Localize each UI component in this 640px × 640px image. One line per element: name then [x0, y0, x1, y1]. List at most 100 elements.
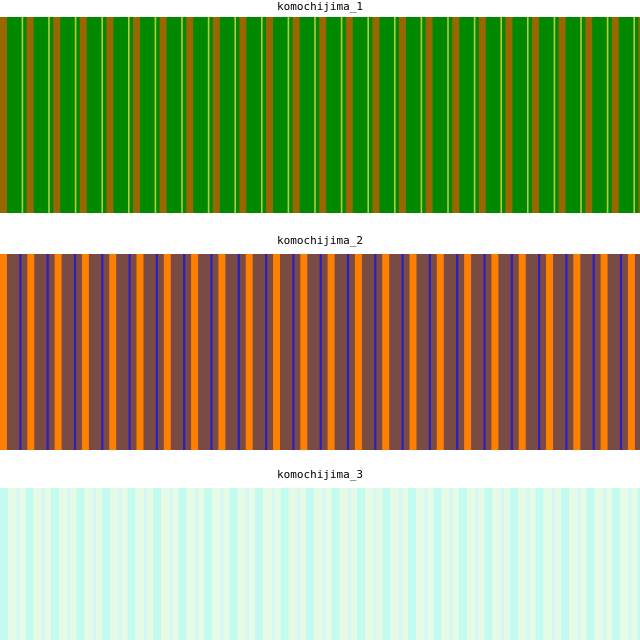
thin-stripe [46, 254, 49, 450]
thin-stripe [154, 17, 157, 213]
main-stripe [459, 488, 467, 640]
main-stripe [327, 254, 335, 450]
main-stripe [292, 17, 300, 213]
main-stripe [218, 254, 226, 450]
main-stripe [518, 254, 526, 450]
thin-stripe [237, 254, 240, 450]
thin-stripe [207, 17, 210, 213]
main-stripe [409, 254, 417, 450]
thin-stripe [633, 17, 635, 213]
main-stripe [300, 254, 308, 450]
pattern-title: komochijima_2 [276, 234, 364, 247]
thin-stripe [271, 488, 275, 640]
main-stripe [561, 488, 569, 640]
main-stripe [106, 17, 114, 213]
thin-stripe [473, 17, 476, 213]
main-stripe [484, 488, 493, 640]
thin-stripe [287, 17, 290, 213]
main-stripe [163, 254, 171, 450]
thin-stripe [428, 254, 431, 450]
main-stripe [76, 488, 85, 640]
main-stripe [535, 488, 544, 640]
thin-stripe [565, 254, 568, 450]
thin-stripe [19, 254, 22, 450]
thin-stripe [48, 17, 50, 213]
main-stripe [357, 488, 365, 640]
main-stripe [399, 17, 406, 213]
thin-stripe [16, 488, 20, 640]
thin-stripe [450, 488, 453, 640]
thin-stripe [314, 17, 316, 213]
main-stripe [491, 254, 499, 450]
thin-stripe [619, 254, 623, 450]
thin-stripe [144, 488, 147, 640]
thin-stripe [346, 254, 350, 450]
main-stripe [212, 17, 220, 213]
thin-stripe [628, 488, 632, 640]
main-stripe [186, 17, 194, 213]
thin-stripe [195, 488, 198, 640]
stripe-pattern [0, 488, 640, 640]
thin-stripe [74, 17, 77, 213]
main-stripe [573, 254, 581, 450]
thin-stripe [552, 488, 555, 640]
thin-stripe [101, 254, 104, 450]
thin-stripe [483, 254, 486, 450]
main-stripe [266, 17, 273, 213]
main-stripe [331, 488, 340, 640]
main-stripe [558, 17, 566, 213]
main-stripe [102, 488, 110, 640]
thin-stripe [577, 488, 581, 640]
stripe-pattern-graphic [0, 488, 640, 640]
thin-stripe [424, 488, 428, 640]
thin-stripe [420, 17, 423, 213]
thin-stripe [501, 488, 504, 640]
thin-stripe [118, 488, 122, 640]
stripe-pattern-graphic [0, 254, 640, 450]
main-stripe [452, 17, 460, 213]
main-stripe [345, 17, 353, 213]
main-stripe [425, 17, 433, 213]
main-stripe [178, 488, 187, 640]
thin-stripe [21, 17, 24, 213]
main-stripe [382, 254, 390, 450]
main-stripe [478, 17, 486, 213]
main-stripe [627, 254, 635, 450]
thin-stripe [374, 254, 377, 450]
main-stripe [25, 488, 34, 640]
main-stripe [510, 488, 518, 640]
main-stripe [81, 254, 89, 450]
main-stripe [0, 254, 7, 450]
thin-stripe [538, 254, 541, 450]
thin-stripe [526, 488, 530, 640]
main-stripe [319, 17, 327, 213]
stripe-pattern [0, 17, 640, 213]
thin-stripe [261, 17, 263, 213]
main-stripe [245, 254, 253, 450]
main-stripe [464, 254, 472, 450]
thin-stripe [42, 488, 45, 640]
main-stripe [26, 17, 34, 213]
thin-stripe [399, 488, 402, 640]
thin-stripe [348, 488, 351, 640]
main-stripe [109, 254, 117, 450]
main-stripe [273, 254, 280, 450]
thin-stripe [340, 17, 343, 213]
thin-stripe [401, 254, 404, 450]
main-stripe [27, 254, 35, 450]
thin-stripe [367, 17, 369, 213]
main-stripe [136, 254, 144, 450]
thin-stripe [447, 17, 449, 213]
main-stripe [611, 17, 619, 213]
main-stripe [382, 488, 391, 640]
thin-stripe [527, 17, 529, 213]
thin-stripe [73, 254, 77, 450]
main-stripe [191, 254, 199, 450]
thin-stripe [373, 488, 377, 640]
thin-stripe [592, 254, 595, 450]
thin-stripe [183, 254, 186, 450]
main-stripe [229, 488, 238, 640]
thin-stripe [500, 17, 502, 213]
thin-stripe [246, 488, 249, 640]
main-stripe [372, 17, 380, 213]
